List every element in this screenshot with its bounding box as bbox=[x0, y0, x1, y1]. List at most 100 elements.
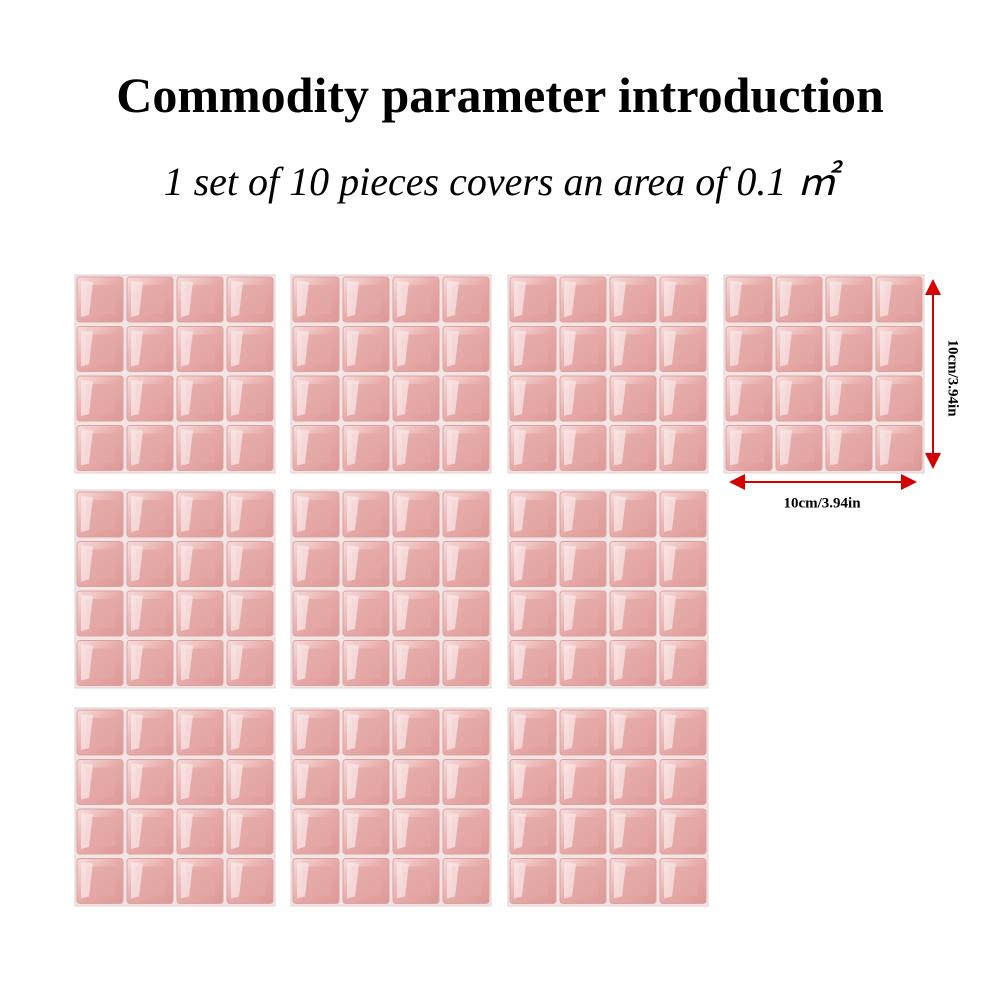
tile-shine bbox=[614, 763, 626, 800]
tile-shine bbox=[664, 380, 676, 416]
tile-shine bbox=[664, 862, 676, 899]
tile-shine bbox=[231, 380, 243, 416]
tile-shine bbox=[880, 380, 892, 416]
tile-shine bbox=[614, 496, 626, 532]
tile-shine bbox=[347, 380, 359, 416]
tile-shine bbox=[397, 595, 409, 631]
tile-shine bbox=[664, 281, 676, 317]
tile-shine bbox=[297, 595, 309, 631]
tile-shine bbox=[397, 281, 409, 317]
tile-shine bbox=[447, 644, 459, 681]
tile-shine bbox=[81, 763, 93, 800]
tile-shine bbox=[564, 862, 576, 899]
tile-shine bbox=[514, 763, 526, 800]
tile-shine bbox=[181, 595, 193, 631]
tile-shine bbox=[347, 595, 359, 631]
tile-shine bbox=[297, 714, 309, 750]
tile-shine bbox=[780, 380, 792, 416]
tile-shine bbox=[614, 330, 626, 367]
tile-shine bbox=[397, 380, 409, 416]
tile-shine bbox=[81, 644, 93, 681]
tile-panel bbox=[723, 274, 925, 474]
tile-shine bbox=[131, 763, 143, 800]
tile-shine bbox=[131, 813, 143, 849]
tile-shine bbox=[81, 545, 93, 582]
tile-shine bbox=[81, 330, 93, 367]
tile-shine bbox=[514, 644, 526, 681]
tile-shine bbox=[614, 595, 626, 631]
tile-shine bbox=[347, 545, 359, 582]
tile-shine bbox=[347, 330, 359, 367]
tile-panel bbox=[507, 274, 709, 474]
tile-shine bbox=[181, 496, 193, 532]
tile-shine bbox=[131, 496, 143, 532]
tile-shine bbox=[514, 380, 526, 416]
tile-shine bbox=[564, 644, 576, 681]
tile-shine bbox=[347, 862, 359, 899]
tile-shine bbox=[447, 545, 459, 582]
tile-shine bbox=[614, 380, 626, 416]
tile-shine bbox=[514, 813, 526, 849]
tile-shine bbox=[880, 330, 892, 367]
tile-shine bbox=[297, 380, 309, 416]
tile-shine bbox=[181, 429, 193, 466]
tile-shine bbox=[447, 595, 459, 631]
tile-shine bbox=[181, 644, 193, 681]
tile-shine bbox=[131, 644, 143, 681]
tile-shine bbox=[514, 595, 526, 631]
tile-shine bbox=[297, 496, 309, 532]
tile-shine bbox=[231, 330, 243, 367]
tile-shine bbox=[564, 496, 576, 532]
width-label: 10cm/3.94in bbox=[783, 495, 861, 511]
tile-shine bbox=[780, 429, 792, 466]
tile-shine bbox=[514, 714, 526, 750]
tile-shine bbox=[564, 714, 576, 750]
tile-shine bbox=[231, 714, 243, 750]
tile-shine bbox=[81, 429, 93, 466]
tile-shine bbox=[297, 763, 309, 800]
tile-shine bbox=[397, 763, 409, 800]
tile-shine bbox=[81, 281, 93, 317]
tile-shine bbox=[664, 330, 676, 367]
tile-panel bbox=[74, 707, 276, 907]
tile-panel bbox=[507, 489, 709, 689]
tile-shine bbox=[397, 862, 409, 899]
tile-panel bbox=[290, 274, 492, 474]
tile-shine bbox=[81, 496, 93, 532]
tile-shine bbox=[397, 496, 409, 532]
tile-shine bbox=[231, 281, 243, 317]
tile-shine bbox=[730, 380, 742, 416]
tile-shine bbox=[181, 545, 193, 582]
tile-shine bbox=[514, 496, 526, 532]
tile-shine bbox=[181, 813, 193, 849]
tile-shine bbox=[131, 330, 143, 367]
tile-shine bbox=[514, 862, 526, 899]
tile-shine bbox=[614, 644, 626, 681]
tile-shine bbox=[231, 429, 243, 466]
tile-shine bbox=[564, 429, 576, 466]
tile-shine bbox=[131, 862, 143, 899]
tile-shine bbox=[664, 595, 676, 631]
tile-shine bbox=[447, 714, 459, 750]
tile-shine bbox=[447, 813, 459, 849]
tile-shine bbox=[131, 545, 143, 582]
tile-shine bbox=[780, 330, 792, 367]
tile-shine bbox=[664, 813, 676, 849]
tile-shine bbox=[730, 281, 742, 317]
tile-shine bbox=[447, 862, 459, 899]
tile-shine bbox=[564, 380, 576, 416]
tile-shine bbox=[614, 281, 626, 317]
tile-shine bbox=[397, 714, 409, 750]
tile-shine bbox=[297, 862, 309, 899]
tile-shine bbox=[514, 429, 526, 466]
tile-shine bbox=[397, 644, 409, 681]
tile-shine bbox=[564, 281, 576, 317]
tile-shine bbox=[347, 813, 359, 849]
tile-shine bbox=[614, 862, 626, 899]
tile-shine bbox=[181, 281, 193, 317]
tile-shine bbox=[297, 330, 309, 367]
tile-shine bbox=[514, 281, 526, 317]
tile-shine bbox=[614, 545, 626, 582]
tile-shine bbox=[347, 496, 359, 532]
